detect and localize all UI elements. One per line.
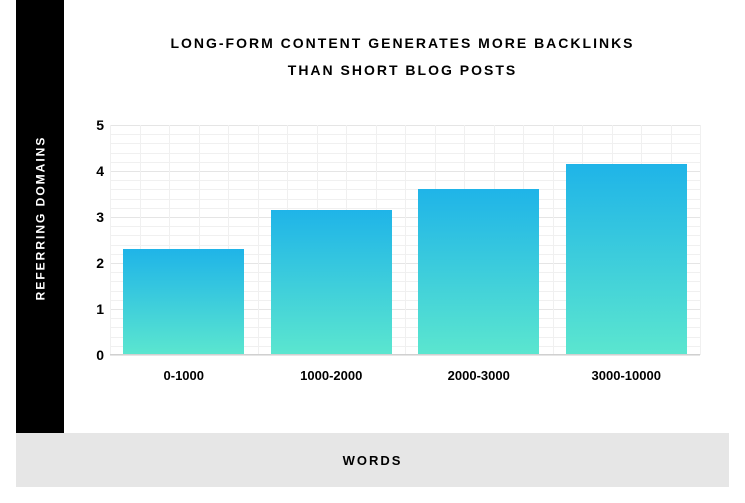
x-axis-label: WORDS	[343, 453, 403, 468]
chart-title-line2: THAN SHORT BLOG POSTS	[80, 57, 725, 84]
bar	[123, 249, 244, 355]
bar	[566, 164, 687, 355]
x-tick-label: 2000-3000	[448, 368, 510, 383]
x-axis-label-strip: WORDS	[16, 433, 729, 487]
bar	[418, 189, 539, 355]
gridline-major	[110, 355, 700, 356]
gridline-vertical	[700, 125, 701, 355]
x-tick-label: 0-1000	[164, 368, 204, 383]
y-tick-label: 4	[82, 163, 104, 179]
y-tick-label: 3	[82, 209, 104, 225]
baseline	[110, 354, 700, 355]
y-tick-label: 2	[82, 255, 104, 271]
y-axis-label-strip: REFERRING DOMAINS	[16, 0, 64, 435]
x-tick-label: 1000-2000	[300, 368, 362, 383]
chart-title-line1: LONG-FORM CONTENT GENERATES MORE BACKLIN…	[80, 30, 725, 57]
y-axis-label: REFERRING DOMAINS	[33, 135, 47, 300]
plot-area: 012345	[110, 125, 700, 355]
bar	[271, 210, 392, 355]
y-tick-label: 0	[82, 347, 104, 363]
y-tick-label: 5	[82, 117, 104, 133]
bars-container	[110, 125, 700, 355]
chart-title: LONG-FORM CONTENT GENERATES MORE BACKLIN…	[80, 30, 725, 83]
y-tick-label: 1	[82, 301, 104, 317]
chart-card: REFERRING DOMAINS LONG-FORM CONTENT GENE…	[0, 0, 745, 503]
x-tick-labels: 0-1000 1000-2000 2000-3000 3000-10000	[110, 368, 700, 392]
x-tick-label: 3000-10000	[592, 368, 661, 383]
